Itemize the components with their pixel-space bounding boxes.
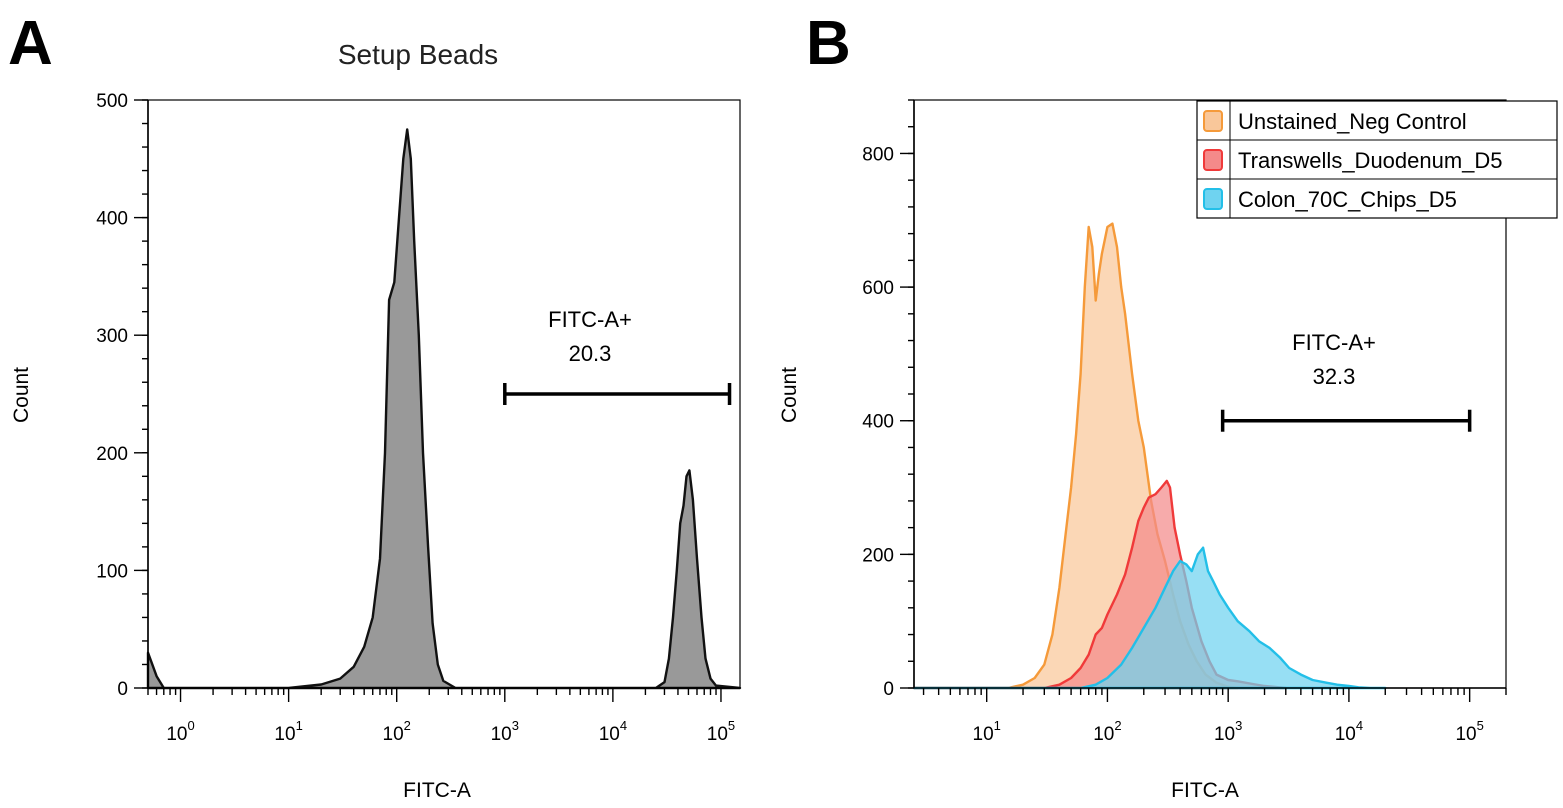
panel-b-x-tick-label: 105 <box>1455 718 1483 745</box>
panel-b-legend: Unstained_Neg Control Transwells_Duodenu… <box>1196 100 1558 219</box>
panel-a-x-axis-title: FITC-A <box>403 779 471 802</box>
legend-frame <box>1196 100 1558 219</box>
panel-b-series-2-area <box>912 546 1387 690</box>
panel-a-y-tick-label: 100 <box>96 561 128 582</box>
panel-b-y-tick-label: 200 <box>862 545 894 566</box>
panel-b-x-tick-label: 101 <box>973 718 1001 745</box>
legend-swatch-unstained <box>1203 110 1223 132</box>
panel-b-gate: FITC-A+ 32.3 <box>1220 330 1472 432</box>
panel-a-y-tick-label: 500 <box>96 91 128 112</box>
panel-b-x-axis: 101 102 103 104 105 <box>914 687 1507 745</box>
panel-a-series-layer <box>146 128 742 690</box>
panel-b-x-tick-label: 103 <box>1214 718 1242 745</box>
panel-b-y-tick-label: 0 <box>883 679 894 700</box>
panel-a-x-tick-label: 103 <box>491 718 519 745</box>
panel-a-y-tick-label: 200 <box>96 444 128 465</box>
panel-b-y-tick-label: 800 <box>862 144 894 165</box>
panel-a-x-tick-label: 104 <box>599 718 627 745</box>
panel-a-x-tick-label: 105 <box>707 718 735 745</box>
panel-b-x-axis-title: FITC-A <box>1171 779 1239 802</box>
legend-label-unstained: Unstained_Neg Control <box>1238 109 1467 134</box>
panel-a-letter: A <box>8 9 53 78</box>
panel-b-gate-value: 32.3 <box>1313 364 1356 389</box>
panel-b-series-layer <box>912 222 1387 690</box>
legend-label-transwells: Transwells_Duodenum_D5 <box>1238 148 1503 173</box>
panel-b-y-axis-title: Count <box>778 367 801 423</box>
panel-a-y-tick-label: 300 <box>96 326 128 347</box>
panel-b-x-tick-label: 104 <box>1335 718 1363 745</box>
panel-a-y-axis-title: Count <box>10 367 33 423</box>
panel-b-y-tick-label: 400 <box>862 412 894 433</box>
panel-a-gate: FITC-A+ 20.3 <box>503 307 732 405</box>
panel-b-gate-label: FITC-A+ <box>1292 330 1376 355</box>
legend-swatch-transwells <box>1203 149 1223 171</box>
panel-a-x-tick-label: 102 <box>383 718 411 745</box>
panel-b-x-tick-label: 102 <box>1093 718 1121 745</box>
panel-a-chart: Setup Beads FITC-A Count 0 100 200 300 400 50… <box>10 39 742 802</box>
panel-b-y-tick-label: 600 <box>862 278 894 299</box>
panel-a-title: Setup Beads <box>338 39 498 70</box>
panel-a-x-axis: 100 101 102 103 104 105 <box>147 687 740 745</box>
panel-a-gate-label: FITC-A+ <box>548 307 632 332</box>
panel-b-y-axis: 0 200 400 600 800 <box>862 99 915 700</box>
legend-swatch-colon <box>1203 188 1223 210</box>
panel-a-y-tick-label: 400 <box>96 209 128 230</box>
panel-a-series-0-area <box>146 128 742 690</box>
panel-a-x-tick-label: 100 <box>166 718 194 745</box>
panel-a-y-axis: 0 100 200 300 400 500 <box>96 91 149 700</box>
panel-a-y-tick-label: 0 <box>117 679 128 700</box>
panel-b-letter: B <box>806 9 851 78</box>
legend-label-colon: Colon_70C_Chips_D5 <box>1238 187 1457 212</box>
panel-a-gate-value: 20.3 <box>569 341 612 366</box>
panel-a-x-tick-label: 101 <box>274 718 302 745</box>
